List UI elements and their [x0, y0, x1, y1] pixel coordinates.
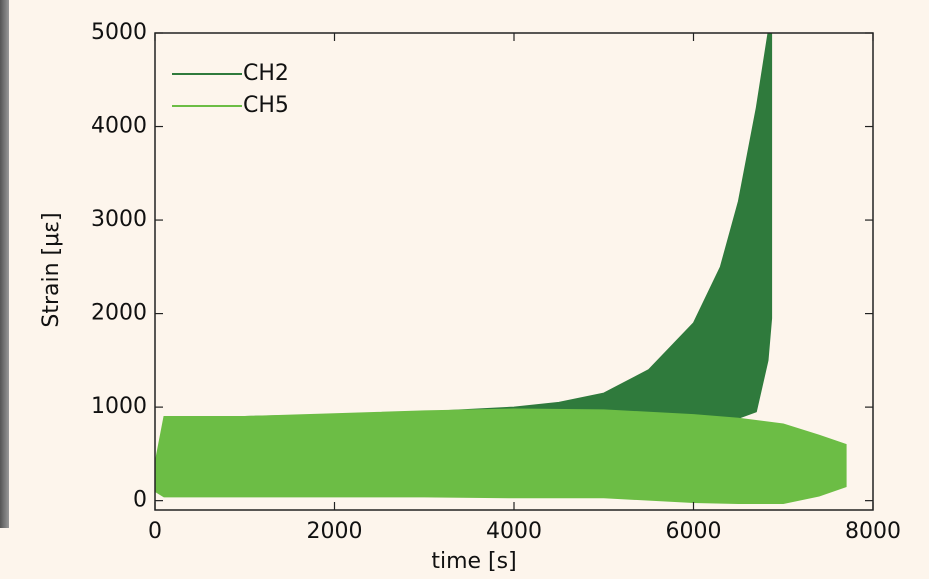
- y-tick-label: 5000: [91, 20, 147, 45]
- y-tick-label: 4000: [91, 114, 147, 139]
- x-tick-label: 6000: [666, 519, 722, 544]
- y-tick-label: 3000: [91, 207, 147, 232]
- legend-label: CH2: [243, 61, 289, 86]
- x-axis-label: time [s]: [431, 549, 516, 574]
- y-tick-label: 2000: [91, 301, 147, 326]
- x-tick-label: 2000: [307, 519, 363, 544]
- x-tick-label: 4000: [486, 519, 542, 544]
- band-area: [154, 408, 847, 504]
- y-tick-label: 1000: [91, 394, 147, 419]
- x-tick-label: 8000: [845, 519, 901, 544]
- photo-edge: [0, 0, 9, 528]
- legend-label: CH5: [243, 93, 289, 118]
- y-tick-label: 0: [133, 488, 147, 513]
- y-axis-label: Strain [με]: [39, 212, 64, 327]
- x-tick-label: 0: [148, 519, 162, 544]
